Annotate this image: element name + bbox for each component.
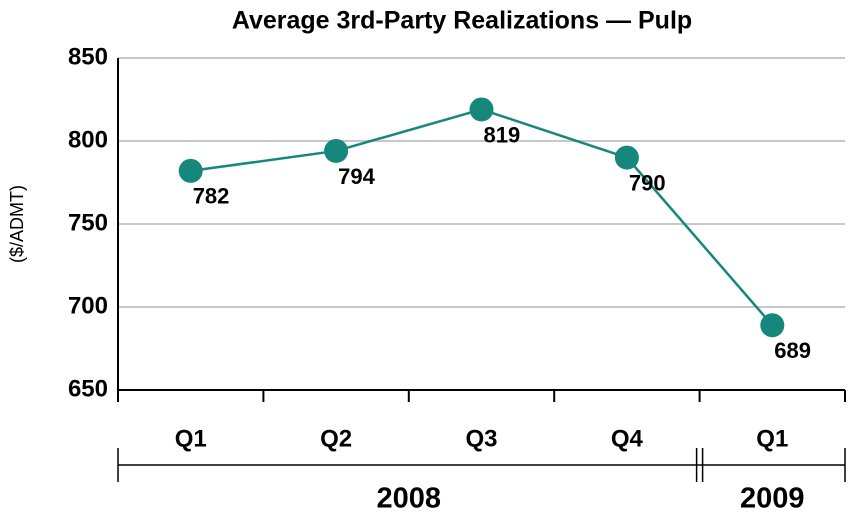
value-label: 790 — [629, 170, 666, 195]
y-axis-label: ($/ADMT) — [7, 185, 27, 263]
y-tick-label: 750 — [68, 209, 108, 236]
group-label: 2008 — [377, 483, 442, 515]
value-label: 782 — [193, 184, 230, 209]
value-label: 819 — [484, 122, 521, 147]
chart-title: Average 3rd-Party Realizations — Pulp — [232, 7, 692, 35]
point — [614, 145, 639, 170]
point — [178, 158, 203, 183]
y-tick-label: 650 — [68, 375, 108, 402]
x-tick-label: Q2 — [320, 425, 352, 452]
x-tick-label: Q3 — [465, 425, 497, 452]
x-tick-label: Q1 — [756, 425, 788, 452]
value-label: 794 — [338, 164, 375, 189]
group-label: 2009 — [740, 483, 805, 515]
point — [324, 138, 349, 163]
y-tick-label: 800 — [68, 126, 108, 153]
x-tick-label: Q4 — [611, 425, 644, 452]
point — [760, 313, 785, 338]
value-label: 689 — [774, 338, 811, 363]
x-tick-label: Q1 — [175, 425, 207, 452]
y-tick-label: 700 — [68, 292, 108, 319]
y-tick-label: 850 — [68, 43, 108, 70]
point — [469, 97, 494, 122]
